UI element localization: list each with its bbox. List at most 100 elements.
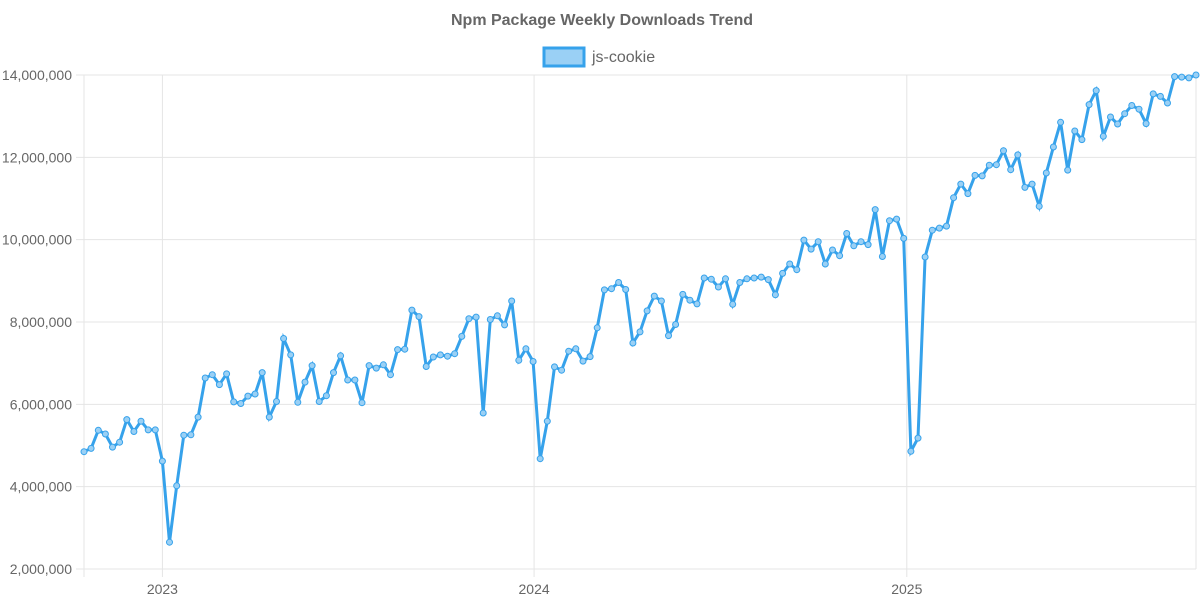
data-point[interactable] [465,315,473,323]
data-point[interactable] [950,194,958,202]
data-point[interactable] [387,371,394,379]
data-point[interactable] [643,307,651,315]
data-point[interactable] [707,275,715,283]
data-point[interactable] [943,222,950,230]
data-point[interactable] [871,206,879,214]
data-point[interactable] [608,285,615,293]
data-point[interactable] [151,426,159,434]
data-point[interactable] [1156,92,1164,100]
data-point[interactable] [558,366,566,374]
data-point[interactable] [486,316,494,323]
data-point[interactable] [379,361,387,369]
data-point[interactable] [94,426,102,434]
data-point[interactable] [586,353,594,361]
data-point[interactable] [244,392,252,400]
data-point[interactable] [1035,202,1043,210]
data-point[interactable] [928,226,936,234]
data-point[interactable] [679,290,687,298]
data-point[interactable] [900,234,908,242]
data-point[interactable] [565,347,573,355]
data-point[interactable] [436,351,444,359]
data-point[interactable] [337,352,345,360]
data-point[interactable] [322,392,330,400]
data-point[interactable] [964,190,972,198]
data-point[interactable] [743,275,751,283]
data-point[interactable] [693,300,701,308]
data-point[interactable] [814,238,822,246]
data-point[interactable] [187,431,195,439]
data-point[interactable] [764,276,772,284]
data-point[interactable] [123,416,131,424]
data-point[interactable] [1028,180,1036,188]
data-point[interactable] [786,260,794,268]
data-point[interactable] [893,215,901,223]
data-point[interactable] [1071,127,1079,135]
data-point[interactable] [458,332,466,340]
data-point[interactable] [522,345,530,353]
data-point[interactable] [722,275,729,283]
data-point[interactable] [1014,151,1022,159]
data-point[interactable] [807,245,815,253]
data-point[interactable] [479,409,487,417]
data-point[interactable] [258,369,266,377]
data-point[interactable] [1049,143,1057,151]
data-point[interactable] [315,398,323,405]
data-point[interactable] [957,180,965,188]
data-point[interactable] [1078,136,1086,144]
data-point[interactable] [429,353,437,361]
data-point[interactable] [672,321,680,328]
data-point[interactable] [515,356,523,364]
data-point[interactable] [757,273,765,281]
data-point[interactable] [1128,102,1136,109]
data-point[interactable] [843,230,851,237]
data-point[interactable] [551,363,558,371]
data-point[interactable] [978,172,986,180]
data-point[interactable] [1092,87,1100,95]
data-point[interactable] [444,352,451,360]
data-point[interactable] [800,236,808,244]
data-point[interactable] [579,357,587,365]
data-point[interactable] [829,246,836,254]
data-point[interactable] [301,378,309,386]
data-point[interactable] [1149,90,1157,98]
data-point[interactable] [914,434,922,442]
data-point[interactable] [422,363,430,370]
data-point[interactable] [508,297,516,305]
data-point[interactable] [251,390,259,398]
data-point[interactable] [180,431,188,439]
data-point[interactable] [1192,71,1200,79]
data-point[interactable] [771,291,779,299]
data-point[interactable] [636,328,644,336]
data-point[interactable] [1171,73,1179,81]
data-point[interactable] [194,413,202,421]
data-point[interactable] [886,217,893,225]
data-point[interactable] [622,286,630,293]
data-point[interactable] [215,381,223,389]
data-point[interactable] [921,253,929,261]
data-point[interactable] [273,398,280,405]
data-point[interactable] [351,376,359,384]
data-point[interactable] [821,260,829,268]
data-point[interactable] [686,296,694,304]
data-point[interactable] [287,351,295,359]
data-point[interactable] [1107,113,1114,121]
data-point[interactable] [779,269,787,277]
data-point[interactable] [137,417,145,425]
data-point[interactable] [629,339,637,347]
data-point[interactable] [358,399,366,407]
data-point[interactable] [1021,183,1029,191]
data-point[interactable] [615,279,623,286]
data-point[interactable] [1085,101,1093,109]
data-point[interactable] [237,400,245,407]
data-point[interactable] [657,297,665,305]
data-point[interactable] [857,238,865,246]
data-point[interactable] [1121,110,1129,118]
data-point[interactable] [101,430,109,438]
data-point[interactable] [750,274,758,282]
data-point[interactable] [935,224,943,232]
data-point[interactable] [543,417,551,425]
data-point[interactable] [294,398,302,406]
data-point[interactable] [365,362,373,370]
data-point[interactable] [80,448,88,456]
data-point[interactable] [116,438,124,446]
